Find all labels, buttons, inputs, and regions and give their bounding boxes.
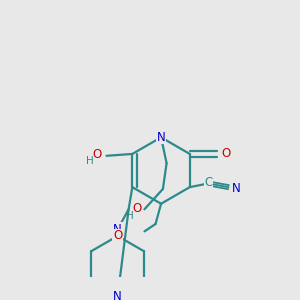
Text: H: H (86, 156, 94, 166)
Text: O: O (133, 202, 142, 215)
Text: O: O (93, 148, 102, 161)
Text: H: H (126, 211, 134, 221)
Text: N: N (232, 182, 240, 195)
Text: C: C (204, 176, 212, 189)
Text: N: N (157, 131, 165, 144)
Text: N: N (113, 290, 122, 300)
Text: N: N (113, 223, 122, 236)
Text: O: O (221, 148, 230, 160)
Text: O: O (113, 230, 122, 242)
